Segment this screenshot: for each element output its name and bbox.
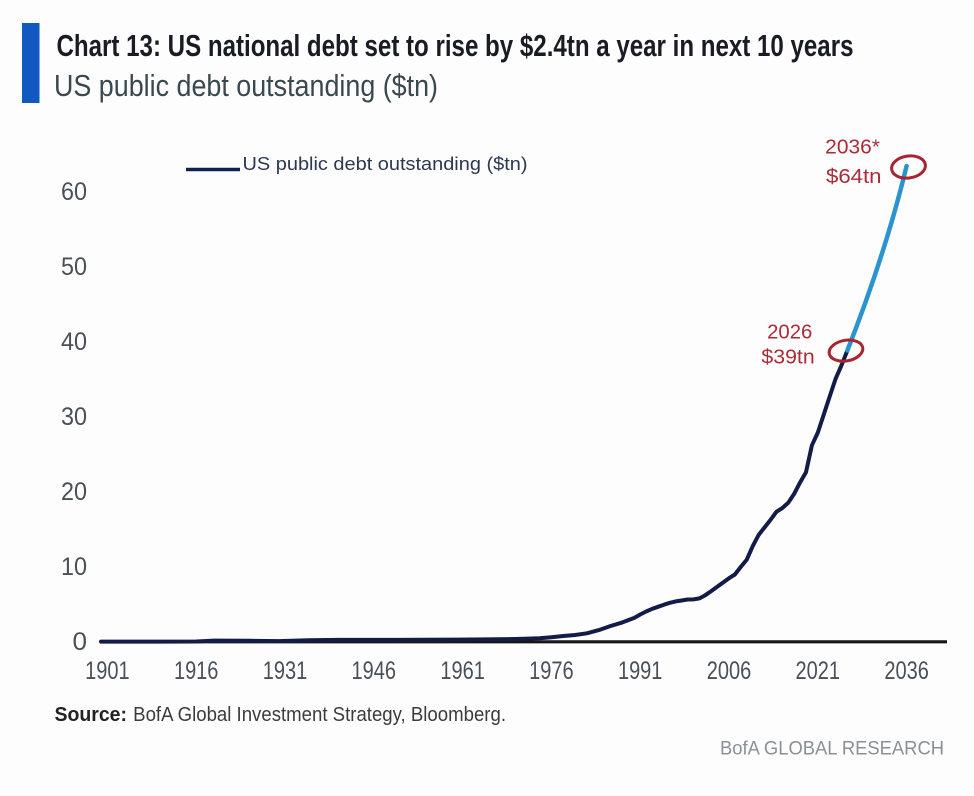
svg-text:$39tn: $39tn	[761, 346, 814, 369]
svg-text:50: 50	[61, 253, 87, 281]
svg-text:40: 40	[61, 328, 87, 356]
svg-text:2026: 2026	[767, 321, 812, 344]
svg-text:20: 20	[61, 478, 87, 506]
svg-text:0: 0	[73, 628, 88, 656]
svg-text:US public debt outstanding ($t: US public debt outstanding ($tn)	[54, 68, 438, 103]
svg-text:1946: 1946	[352, 657, 397, 685]
svg-text:2036: 2036	[884, 657, 929, 685]
svg-text:2036*: 2036*	[825, 136, 880, 159]
svg-text:30: 30	[61, 403, 87, 431]
svg-text:BofA GLOBAL RESEARCH: BofA GLOBAL RESEARCH	[720, 739, 944, 760]
svg-text:10: 10	[61, 553, 87, 581]
svg-text:Source: BofA Global Investment: Source: BofA Global Investment Strategy,…	[55, 703, 507, 726]
svg-text:1916: 1916	[174, 657, 219, 685]
svg-text:1931: 1931	[263, 657, 308, 685]
svg-text:2021: 2021	[796, 657, 841, 685]
svg-text:US public debt outstanding ($t: US public debt outstanding ($tn)	[243, 153, 528, 174]
svg-text:Chart 13: US national debt set: Chart 13: US national debt set to rise b…	[57, 28, 854, 63]
svg-text:1976: 1976	[529, 657, 574, 685]
svg-text:1901: 1901	[85, 657, 130, 685]
svg-text:1991: 1991	[618, 657, 663, 685]
svg-text:2006: 2006	[707, 657, 752, 685]
svg-text:60: 60	[61, 178, 87, 206]
svg-text:1961: 1961	[440, 657, 485, 685]
svg-text:$64tn: $64tn	[826, 165, 882, 188]
